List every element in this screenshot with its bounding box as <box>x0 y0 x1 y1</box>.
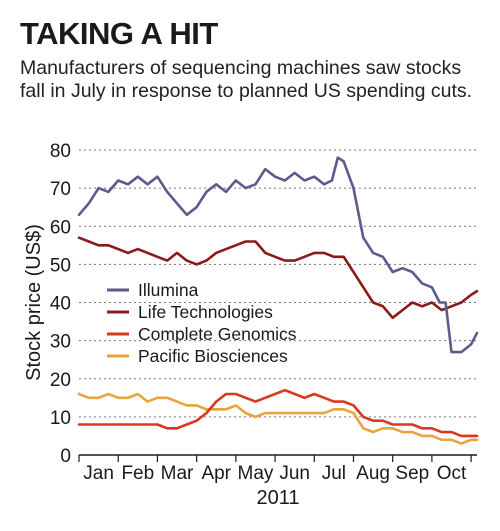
chart-subtitle: Manufacturers of sequencing machines saw… <box>20 57 473 102</box>
y-tick-label: 10 <box>50 408 71 429</box>
y-tick-label: 60 <box>50 217 71 238</box>
x-tick-label: Sep <box>395 463 429 484</box>
legend-label: Complete Genomics <box>138 324 297 344</box>
chart-title: TAKING A HIT <box>20 16 218 51</box>
y-tick-label: 40 <box>50 294 71 315</box>
series-line-life-technologies <box>77 236 479 320</box>
legend-label: Illumina <box>138 280 199 300</box>
y-tick-label: 70 <box>50 179 71 200</box>
series-lines <box>77 156 479 445</box>
y-axis-title: Stock price (US$) <box>23 224 45 381</box>
x-tick-label: Feb <box>121 463 154 484</box>
legend-label: Life Technologies <box>138 302 273 322</box>
y-tick-label: 80 <box>50 141 71 162</box>
x-axis-title: 2011 <box>256 487 299 509</box>
x-tick-label: Apr <box>201 463 231 484</box>
x-axis-ticks: Jan Feb Mar Apr May Jun Jul Aug Sep Oct <box>78 455 472 484</box>
series-line-illumina <box>77 156 479 354</box>
series-line-complete-genomics <box>77 388 479 438</box>
x-tick-label: Aug <box>356 463 390 484</box>
x-tick-label: Jun <box>279 463 310 484</box>
y-axis-ticks: 0 10 20 30 40 50 60 70 80 <box>50 141 71 467</box>
x-tick-label: May <box>238 463 274 484</box>
x-tick-label: Jan <box>83 463 114 484</box>
y-tick-label: 20 <box>50 370 71 391</box>
series-line-pacific-biosciences <box>77 392 479 445</box>
x-tick-label: Mar <box>161 463 194 484</box>
y-tick-label: 50 <box>50 255 71 276</box>
legend-label: Pacific Biosciences <box>138 346 288 366</box>
x-tick-label: Oct <box>437 463 467 484</box>
y-tick-label: 0 <box>60 446 71 467</box>
y-tick-label: 30 <box>50 332 71 353</box>
x-tick-label: Jul <box>322 463 346 484</box>
